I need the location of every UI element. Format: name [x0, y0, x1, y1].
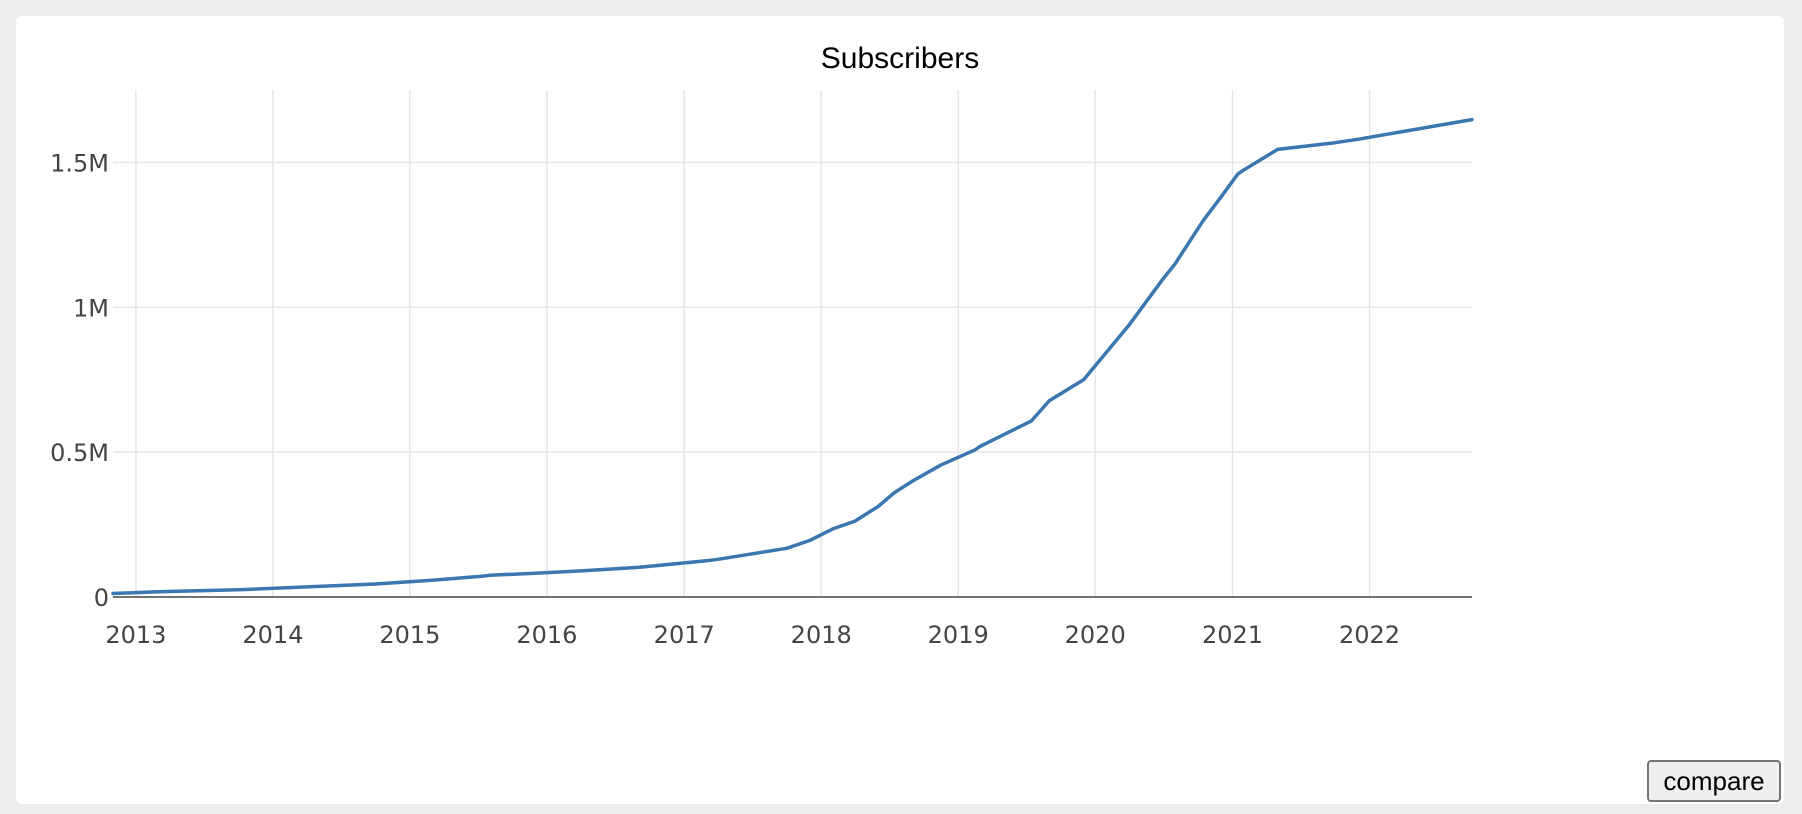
grid-lines	[113, 90, 1472, 597]
chart-title: Subscribers	[821, 42, 979, 75]
axes: 2013 2014 2015 2016 2017 2018 2019 2020 2021 2022…	[50, 149, 1472, 649]
x-tick-label: 2022	[1339, 621, 1400, 649]
x-tick-label: 2014	[242, 621, 303, 649]
x-tick-label: 2015	[379, 621, 440, 649]
chart-card: 2013 2014 2015 2016 2017 2018 2019 2020 2021 2022…	[16, 16, 1784, 804]
y-tick-label: 0.5M	[50, 439, 109, 467]
y-tick-label: 1M	[73, 294, 109, 322]
x-tick-label: 2020	[1065, 621, 1126, 649]
compare-button[interactable]: compare	[1647, 760, 1781, 802]
y-tick-label: 1.5M	[50, 149, 109, 177]
x-tick-label: 2016	[516, 621, 577, 649]
x-tick-label: 2021	[1202, 621, 1263, 649]
x-tick-label: 2018	[791, 621, 852, 649]
subscribers-line-chart: 2013 2014 2015 2016 2017 2018 2019 2020 2021 2022…	[50, 42, 1474, 649]
x-tick-label: 2019	[928, 621, 989, 649]
series	[111, 117, 1474, 596]
subscribers-series-line	[111, 117, 1474, 596]
x-tick-label: 2013	[105, 621, 166, 649]
y-tick-label: 0	[94, 584, 109, 612]
x-tick-label: 2017	[654, 621, 715, 649]
